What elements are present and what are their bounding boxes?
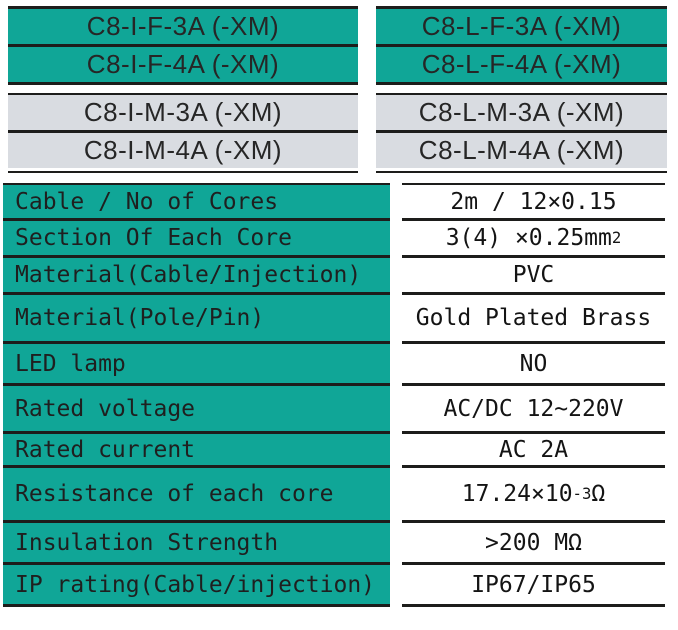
value-text: AC/DC 12~220V: [443, 395, 624, 422]
model-cell-left-gray-1: C8-I-M-3A (-XM): [8, 95, 358, 130]
spec-value: 17.24×10 -3 Ω: [402, 468, 665, 523]
section-gap: [376, 85, 667, 93]
value-text: AC 2A: [498, 436, 569, 463]
value-text: NO: [519, 350, 548, 377]
rule-line: [8, 6, 358, 9]
model-cell-left-teal-1: C8-I-F-3A (-XM): [8, 9, 358, 44]
model-cell-left-teal-2: C8-I-F-4A (-XM): [8, 47, 358, 82]
value-text: 2m / 12×0.15: [450, 188, 617, 215]
rule-line: [376, 82, 667, 85]
model-cell-right-teal-1: C8-L-F-3A (-XM): [376, 9, 667, 44]
rule-line: [8, 82, 358, 85]
model-cell-right-gray-2: C8-L-M-4A (-XM): [376, 133, 667, 168]
value-text: >200 MΩ: [485, 529, 582, 556]
spec-label: LED lamp: [3, 344, 390, 386]
rule-line: [376, 6, 667, 9]
rule-line: [376, 130, 667, 133]
spec-label: Material(Cable/Injection): [3, 258, 390, 295]
model-column-right: C8-L-F-3A (-XM) C8-L-F-4A (-XM) C8-L-M-3…: [376, 6, 667, 173]
spec-value: IP67/IP65: [402, 565, 665, 607]
value-text: IP67/IP65: [471, 571, 596, 598]
rule-line: [8, 130, 358, 133]
rule-line: [8, 171, 358, 173]
value-text: 17.24×10: [461, 481, 573, 507]
spec-label: Insulation Strength: [3, 523, 390, 565]
spec-value: AC 2A: [402, 434, 665, 468]
spec-value-column: 2m / 12×0.15 3(4) ×0.25mm 2 PVC Gold Plat…: [402, 183, 665, 607]
rule-line: [376, 44, 667, 47]
spec-label: Rated current: [3, 434, 390, 468]
spec-value: PVC: [402, 258, 665, 295]
value-text: 3(4) ×0.25mm: [445, 225, 612, 251]
section-gap: [8, 85, 358, 93]
spec-label-column: Cable / No of Cores Section Of Each Core…: [3, 183, 390, 607]
model-column-left: C8-I-F-3A (-XM) C8-I-F-4A (-XM) C8-I-M-3…: [8, 6, 358, 173]
value-text: PVC: [512, 262, 555, 288]
model-cell-right-teal-2: C8-L-F-4A (-XM): [376, 47, 667, 82]
spec-label: IP rating(Cable/injection): [3, 565, 390, 607]
rule-line: [8, 44, 358, 47]
spec-label: Section Of Each Core: [3, 221, 390, 258]
rule-line: [8, 93, 358, 95]
value-text: Ω: [591, 481, 606, 507]
spec-label: Cable / No of Cores: [3, 185, 390, 221]
spec-value: >200 MΩ: [402, 523, 665, 565]
spec-value: 2m / 12×0.15: [402, 185, 665, 221]
model-cell-left-gray-2: C8-I-M-4A (-XM): [8, 133, 358, 168]
spec-label: Material(Pole/Pin): [3, 295, 390, 344]
rule-line: [376, 93, 667, 95]
spec-label: Rated voltage: [3, 386, 390, 434]
spec-value: Gold Plated Brass: [402, 295, 665, 344]
spec-label: Resistance of each core: [3, 468, 390, 523]
spec-value: NO: [402, 344, 665, 386]
model-cell-right-gray-1: C8-L-M-3A (-XM): [376, 95, 667, 130]
spec-value: AC/DC 12~220V: [402, 386, 665, 434]
spec-value: 3(4) ×0.25mm 2: [402, 221, 665, 258]
rule-line: [376, 171, 667, 173]
value-text: Gold Plated Brass: [415, 305, 652, 331]
